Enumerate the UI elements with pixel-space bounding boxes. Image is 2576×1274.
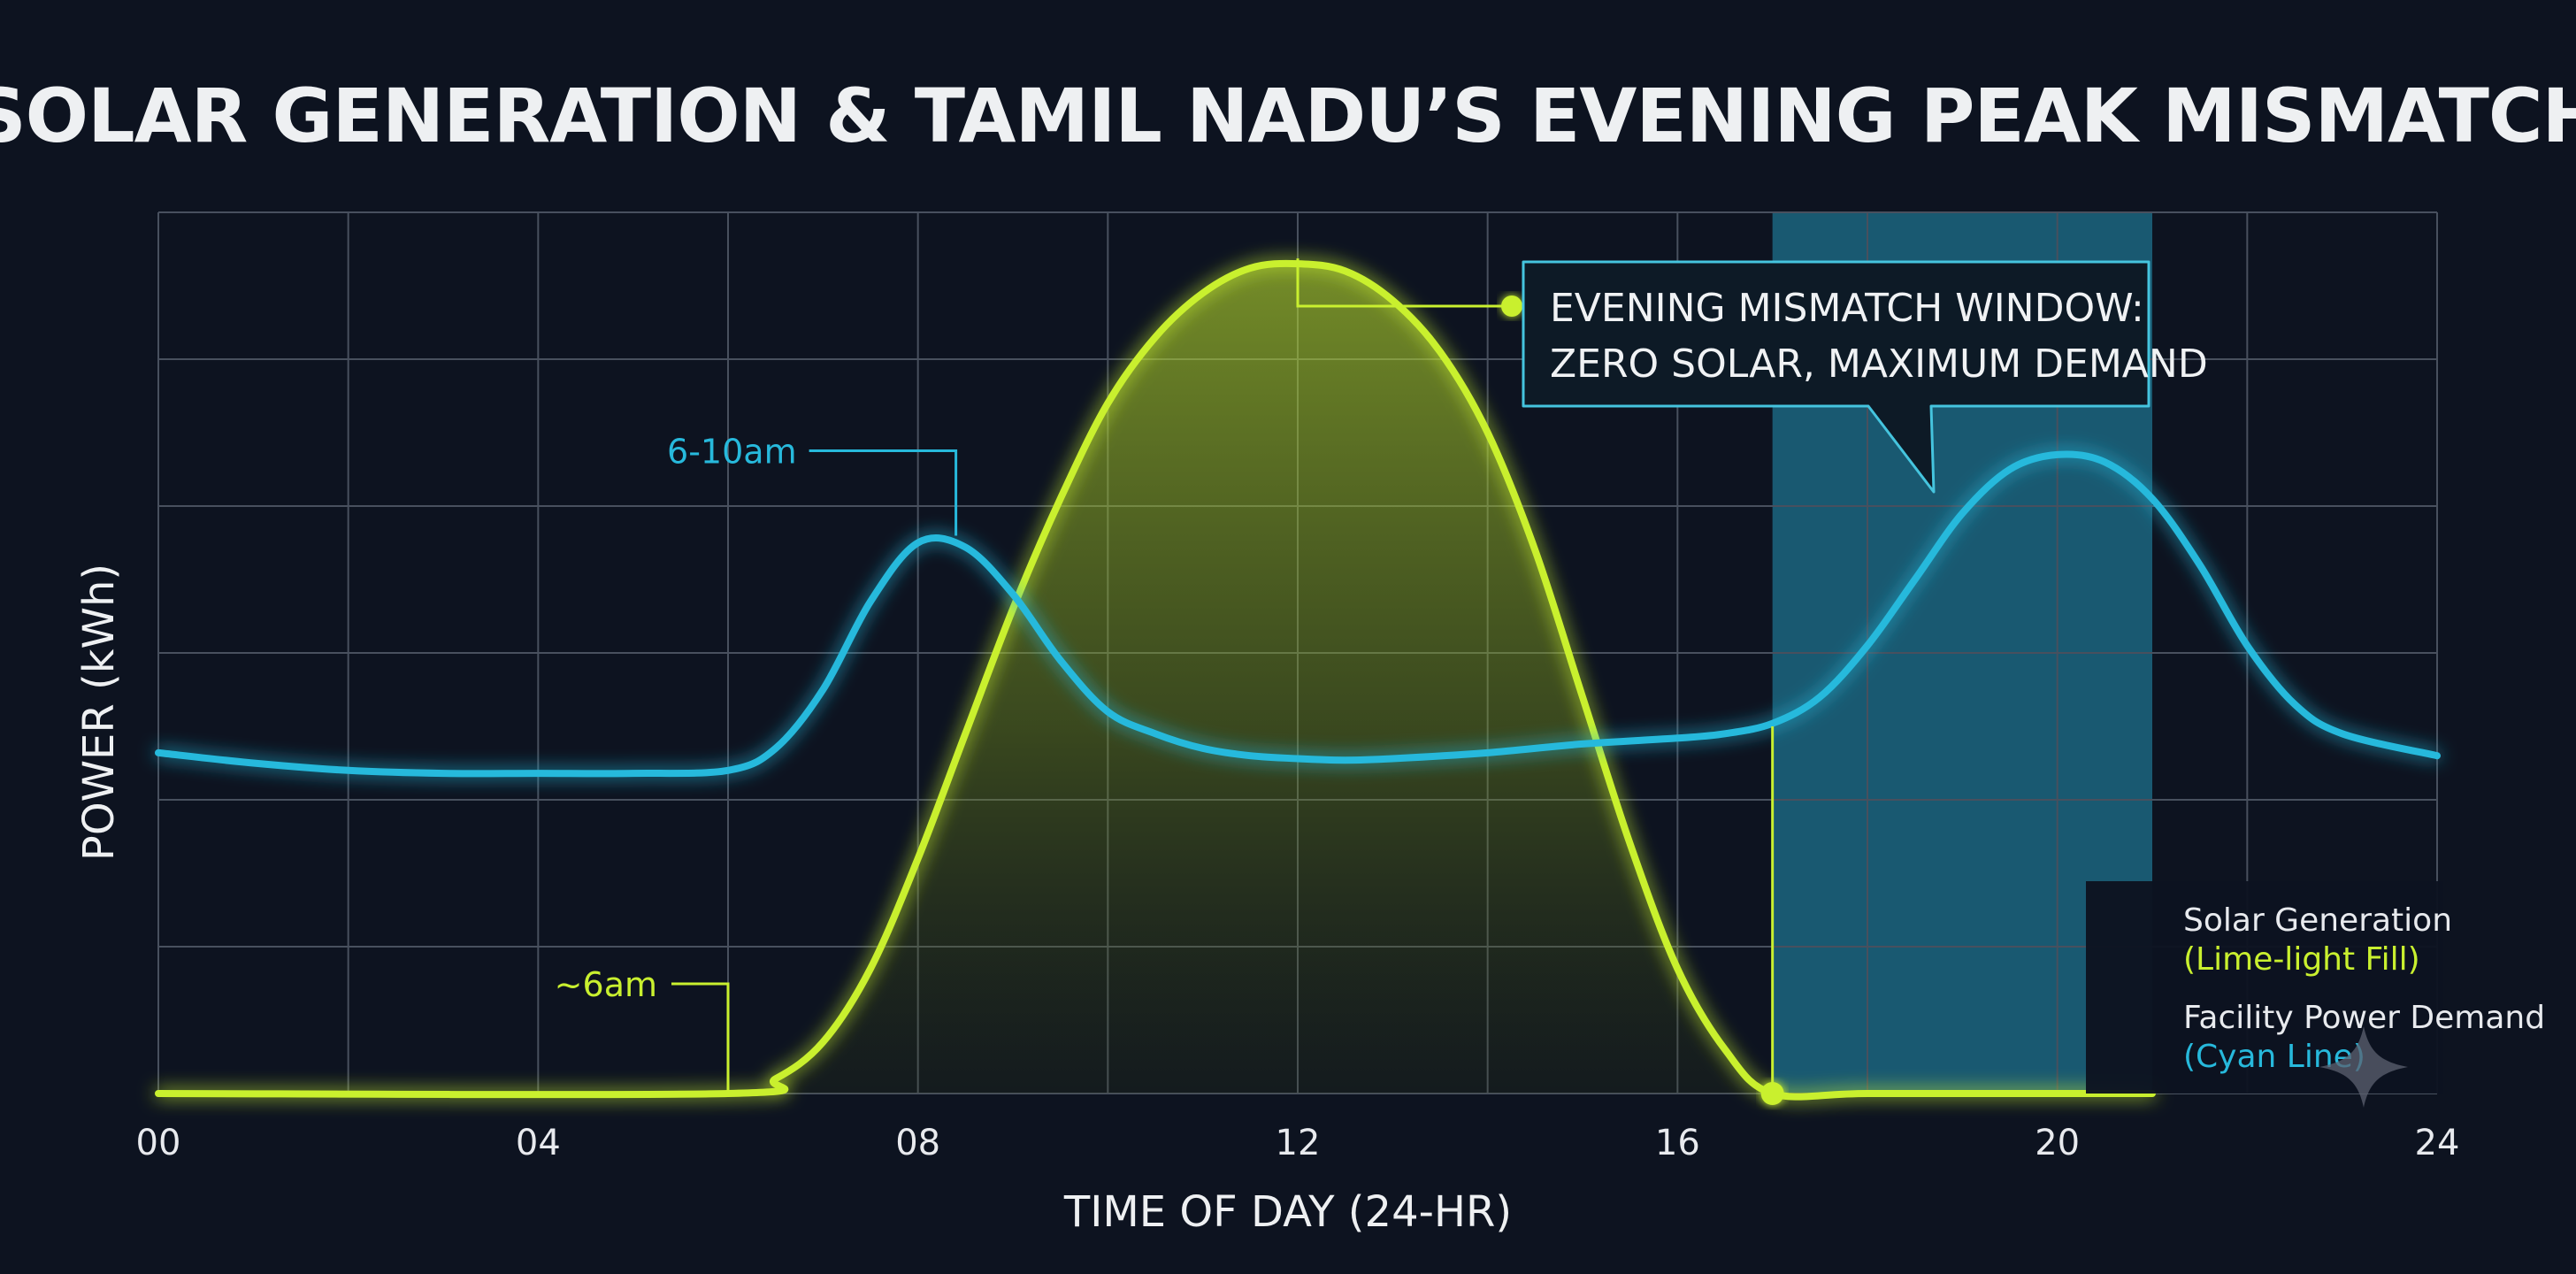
- chart-title: SOLAR GENERATION & TAMIL NADU’S EVENING …: [0, 73, 2576, 159]
- annotation-leader-morning: [809, 449, 958, 536]
- callout-line-2: ZERO SOLAR, MAXIMUM DEMAND: [1550, 342, 2208, 387]
- x-tick-label: 08: [895, 1123, 940, 1163]
- callout-dot: [1501, 295, 1522, 317]
- x-tick-label: 20: [2035, 1123, 2080, 1163]
- legend-sub-solar: (Lime-light Fill): [2183, 941, 2420, 978]
- x-tick-label: 00: [136, 1123, 181, 1163]
- annotation-6am: ~6am: [555, 965, 657, 1004]
- x-axis-label: TIME OF DAY (24-HR): [1063, 1187, 1512, 1237]
- callout-line-1: EVENING MISMATCH WINDOW:: [1550, 286, 2144, 331]
- x-tick-label: 24: [2415, 1123, 2460, 1163]
- legend-label-solar: Solar Generation: [2183, 902, 2452, 939]
- x-tick-label: 16: [1655, 1123, 1700, 1163]
- sparkle-icon: [2319, 1026, 2408, 1108]
- facility-demand-line: [155, 450, 2441, 778]
- evening-start-marker-dot: [1760, 1082, 1784, 1105]
- solar-generation-line: [155, 259, 2156, 1101]
- annotation-morning-peak: 6-10am: [667, 433, 797, 472]
- x-tick-label: 04: [516, 1123, 561, 1163]
- callout-leader: [1296, 258, 1512, 308]
- x-tick-label: 12: [1276, 1123, 1321, 1163]
- callout-box: [1522, 260, 2150, 494]
- annotation-leader-6am: [671, 982, 730, 1094]
- y-axis-label: POWER (kWh): [74, 564, 124, 861]
- legend: Solar Generation (Lime-light Fill) Facil…: [2086, 881, 2545, 1094]
- solar-generation-fill: [158, 263, 2152, 1097]
